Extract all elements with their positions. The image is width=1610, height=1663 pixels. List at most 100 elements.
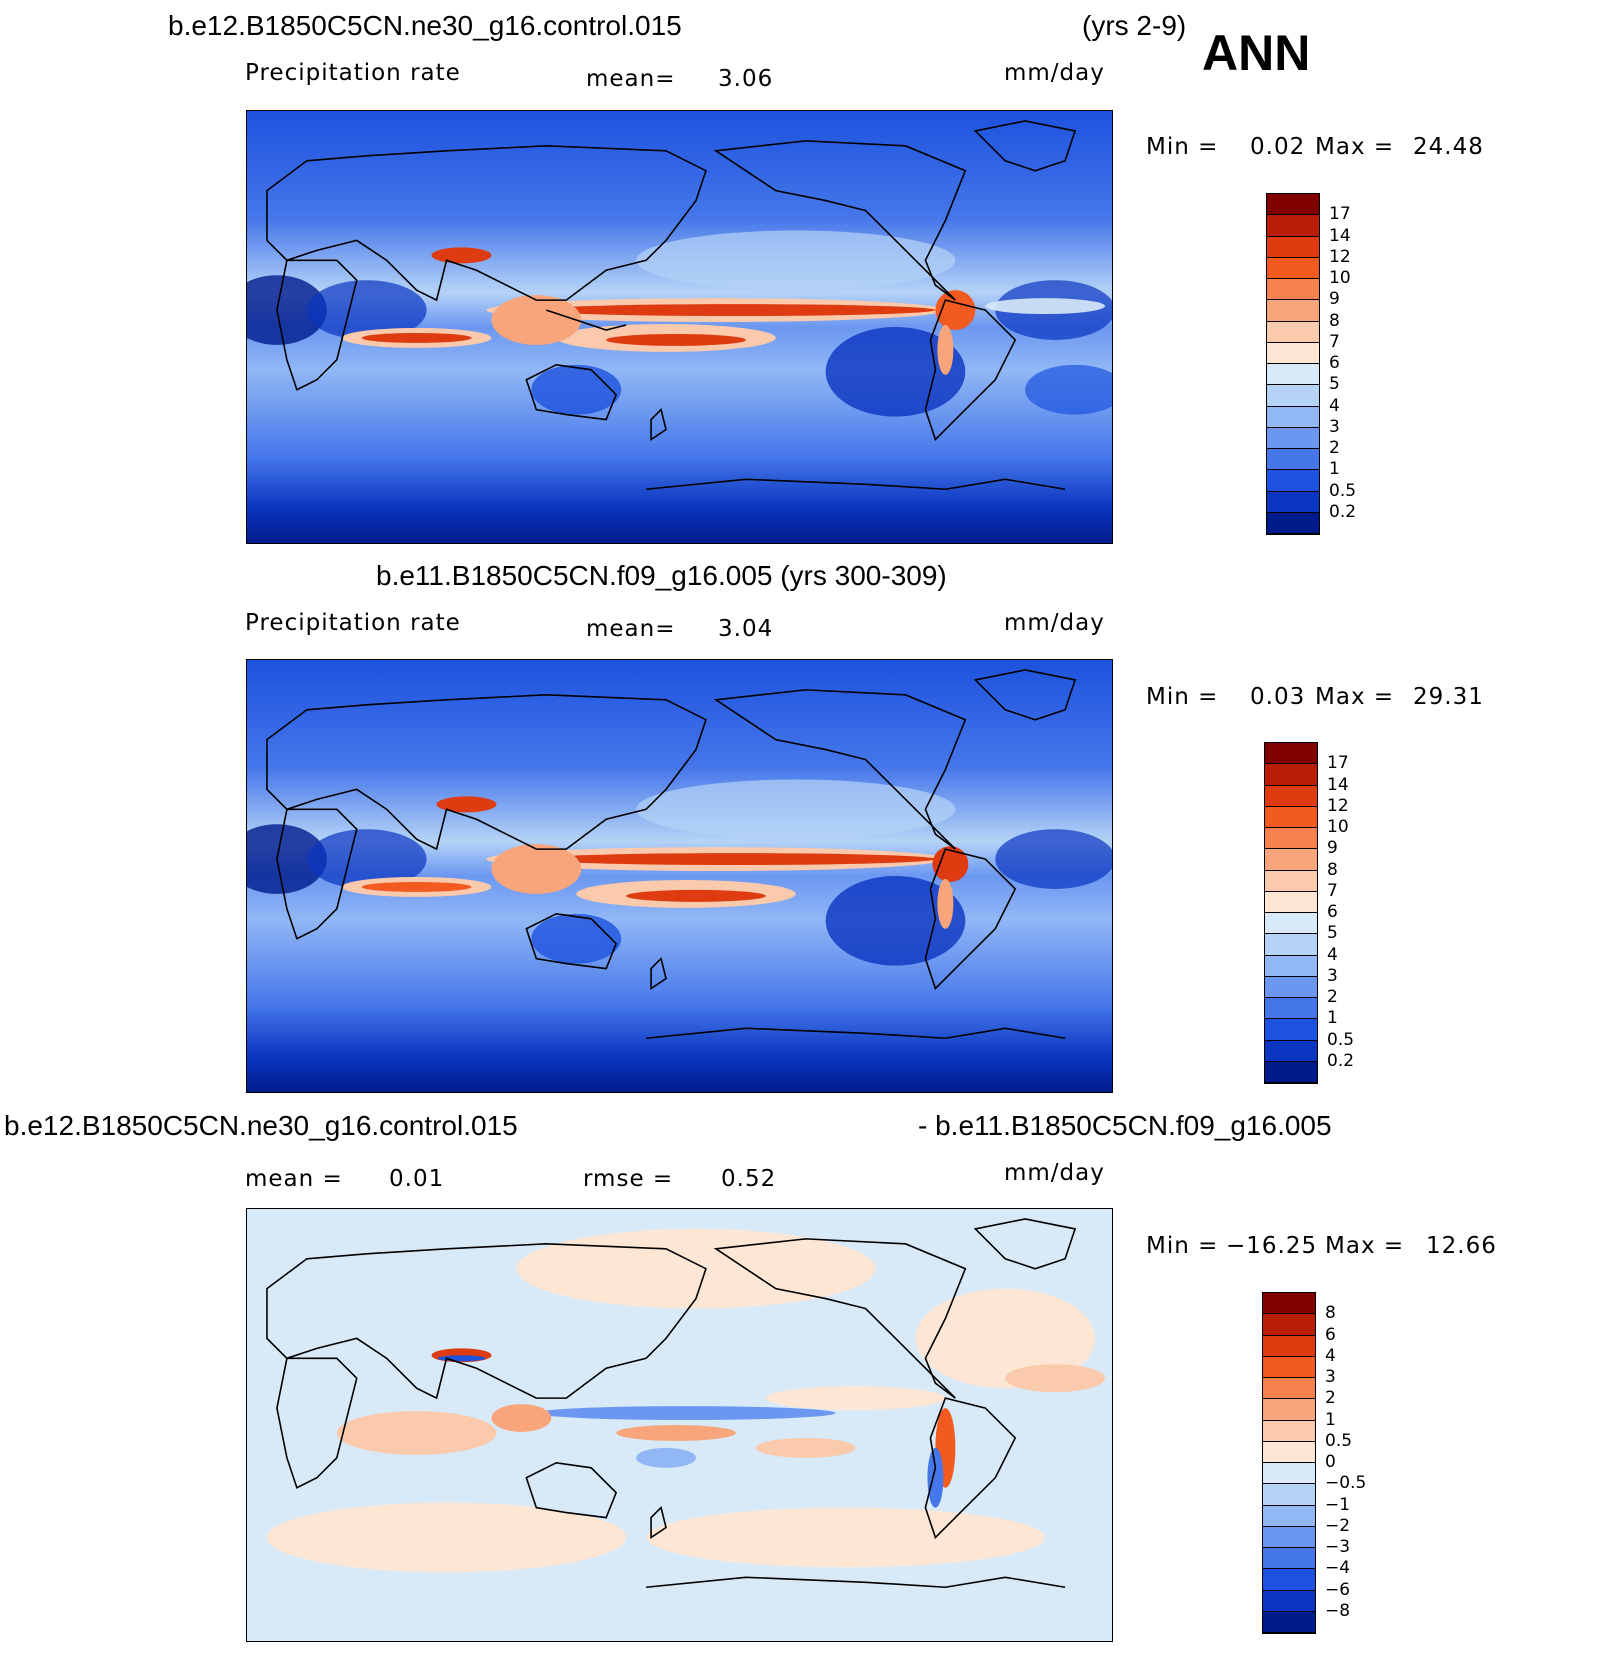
colorbar-swatch xyxy=(1267,491,1319,513)
colorbar-swatch xyxy=(1265,913,1317,935)
colorbar-swatch xyxy=(1267,406,1319,428)
colorbar-swatch xyxy=(1267,470,1319,492)
colorbar-swatch xyxy=(1263,1505,1315,1527)
panel3-map-canvas xyxy=(247,1209,1112,1641)
colorbar-swatch xyxy=(1267,427,1319,449)
colorbar-label: 10 xyxy=(1327,817,1349,837)
colorbar-label: 1 xyxy=(1329,459,1340,480)
colorbar-swatch xyxy=(1265,806,1317,828)
colorbar-swatch xyxy=(1267,257,1319,279)
colorbar-swatch xyxy=(1265,1040,1317,1062)
colorbar-label: 12 xyxy=(1327,795,1349,816)
colorbar-label: −0.5 xyxy=(1325,1473,1367,1494)
colorbar-swatch xyxy=(1263,1441,1315,1463)
colorbar-swatch xyxy=(1263,1399,1315,1421)
case1-years: (yrs 2-9) xyxy=(1082,10,1187,41)
colorbar-swatch xyxy=(1263,1526,1315,1548)
colorbar-label: 1 xyxy=(1325,1409,1336,1430)
panel2-mean-value: 3.04 xyxy=(718,616,774,642)
colorbar-swatch xyxy=(1265,870,1317,892)
panel3-map xyxy=(246,1208,1113,1642)
colorbar-label: 9 xyxy=(1327,838,1338,859)
colorbar-swatch xyxy=(1263,1590,1315,1612)
colorbar-swatch xyxy=(1263,1484,1315,1506)
panel1-mean-label: mean= xyxy=(586,66,676,92)
panel2-field-label: Precipitation rate xyxy=(245,610,461,636)
colorbar-label: −1 xyxy=(1325,1494,1351,1515)
panel1-colorbar: 17 14 12 10 9 8 7 6 5 4 3 2 1 0.5 0.2 xyxy=(1266,193,1356,535)
colorbar-swatch xyxy=(1267,364,1319,386)
colorbar-label: 2 xyxy=(1327,987,1338,1007)
colorbar-swatch xyxy=(1263,1463,1315,1485)
panel1-max-label: Max = xyxy=(1315,134,1395,160)
colorbar-label: 14 xyxy=(1329,225,1351,246)
colorbar-swatch xyxy=(1267,300,1319,322)
colorbar-label: 1 xyxy=(1327,1008,1338,1029)
colorbar-swatch xyxy=(1263,1420,1315,1442)
colorbar-label: 2 xyxy=(1325,1388,1336,1409)
panel1-min-label: Min = xyxy=(1146,134,1219,160)
colorbar-swatch xyxy=(1267,512,1319,534)
colorbar-label: 0.5 xyxy=(1327,1029,1355,1050)
panel3-min-label: Min = xyxy=(1146,1233,1219,1259)
colorbar-label: 9 xyxy=(1329,289,1340,310)
colorbar-swatch xyxy=(1267,194,1319,216)
colorbar-swatch xyxy=(1267,385,1319,407)
colorbar-label: 5 xyxy=(1327,923,1338,944)
panel1-mean-value: 3.06 xyxy=(718,66,774,92)
colorbar-label: 4 xyxy=(1329,395,1340,416)
colorbar-swatch xyxy=(1265,1019,1317,1041)
colorbar-swatch xyxy=(1265,976,1317,998)
colorbar-swatch xyxy=(1267,236,1319,258)
colorbar-swatch xyxy=(1265,891,1317,913)
panel3-rmse-label: rmse = xyxy=(583,1166,674,1192)
panel2-max-label: Max = xyxy=(1315,684,1395,710)
colorbar-label: 6 xyxy=(1325,1324,1336,1345)
colorbar-label: −2 xyxy=(1325,1515,1351,1536)
colorbar-swatch xyxy=(1265,1061,1317,1083)
colorbar-swatch xyxy=(1267,215,1319,237)
colorbar-label: −4 xyxy=(1325,1558,1351,1579)
colorbar-label: 10 xyxy=(1329,268,1351,288)
colorbar-swatch xyxy=(1265,934,1317,956)
colorbar-swatch xyxy=(1263,1569,1315,1591)
panel2-min-value: 0.03 xyxy=(1250,684,1306,710)
colorbar-swatch xyxy=(1267,279,1319,301)
panel2-mean-label: mean= xyxy=(586,616,676,642)
colorbar-label: 3 xyxy=(1327,965,1338,986)
colorbar-label: 0.5 xyxy=(1329,480,1357,501)
colorbar-swatch xyxy=(1263,1314,1315,1336)
panel2-min-label: Min = xyxy=(1146,684,1219,710)
panel2-title: b.e11.B1850C5CN.f09_g16.005 (yrs 300-309… xyxy=(376,560,947,591)
colorbar-swatch xyxy=(1263,1356,1315,1378)
case1-title: b.e12.B1850C5CN.ne30_g16.control.015 xyxy=(168,10,682,41)
colorbar-label: 8 xyxy=(1329,310,1340,331)
colorbar-label: 7 xyxy=(1329,331,1340,352)
colorbar-label: 8 xyxy=(1325,1303,1336,1324)
colorbar-label: 12 xyxy=(1329,246,1351,267)
panel2-colorbar: 17 14 12 10 9 8 7 6 5 4 3 2 1 0.5 0.2 xyxy=(1264,742,1354,1084)
season-label: ANN xyxy=(1202,25,1311,81)
colorbar-swatch xyxy=(1265,785,1317,807)
colorbar-label: 7 xyxy=(1327,880,1338,901)
colorbar-swatch xyxy=(1265,764,1317,786)
panel1-map-canvas xyxy=(247,111,1112,543)
colorbar-label: 8 xyxy=(1327,859,1338,880)
panel3-units: mm/day xyxy=(1004,1160,1105,1186)
colorbar-label: 4 xyxy=(1325,1345,1336,1366)
colorbar-label: 6 xyxy=(1329,353,1340,373)
colorbar-label: −3 xyxy=(1325,1537,1351,1557)
panel3-min-value: −16.25 xyxy=(1226,1233,1318,1259)
colorbar-label: 3 xyxy=(1325,1367,1336,1387)
colorbar-label: 0.5 xyxy=(1325,1430,1353,1451)
panel3-colorbar: 8 6 4 3 2 1 0.5 0 −0.5 −1 −2 −3 −4 −6 −8 xyxy=(1262,1292,1366,1634)
colorbar-swatch xyxy=(1263,1548,1315,1570)
panel3-rmse-value: 0.52 xyxy=(721,1166,777,1192)
colorbar-swatch xyxy=(1265,743,1317,765)
colorbar-swatch xyxy=(1265,828,1317,850)
panel2-units: mm/day xyxy=(1004,610,1105,636)
colorbar-swatch xyxy=(1263,1335,1315,1357)
colorbar-label: 2 xyxy=(1329,438,1340,458)
colorbar-label: 5 xyxy=(1329,374,1340,395)
panel2-max-value: 29.31 xyxy=(1413,684,1484,710)
